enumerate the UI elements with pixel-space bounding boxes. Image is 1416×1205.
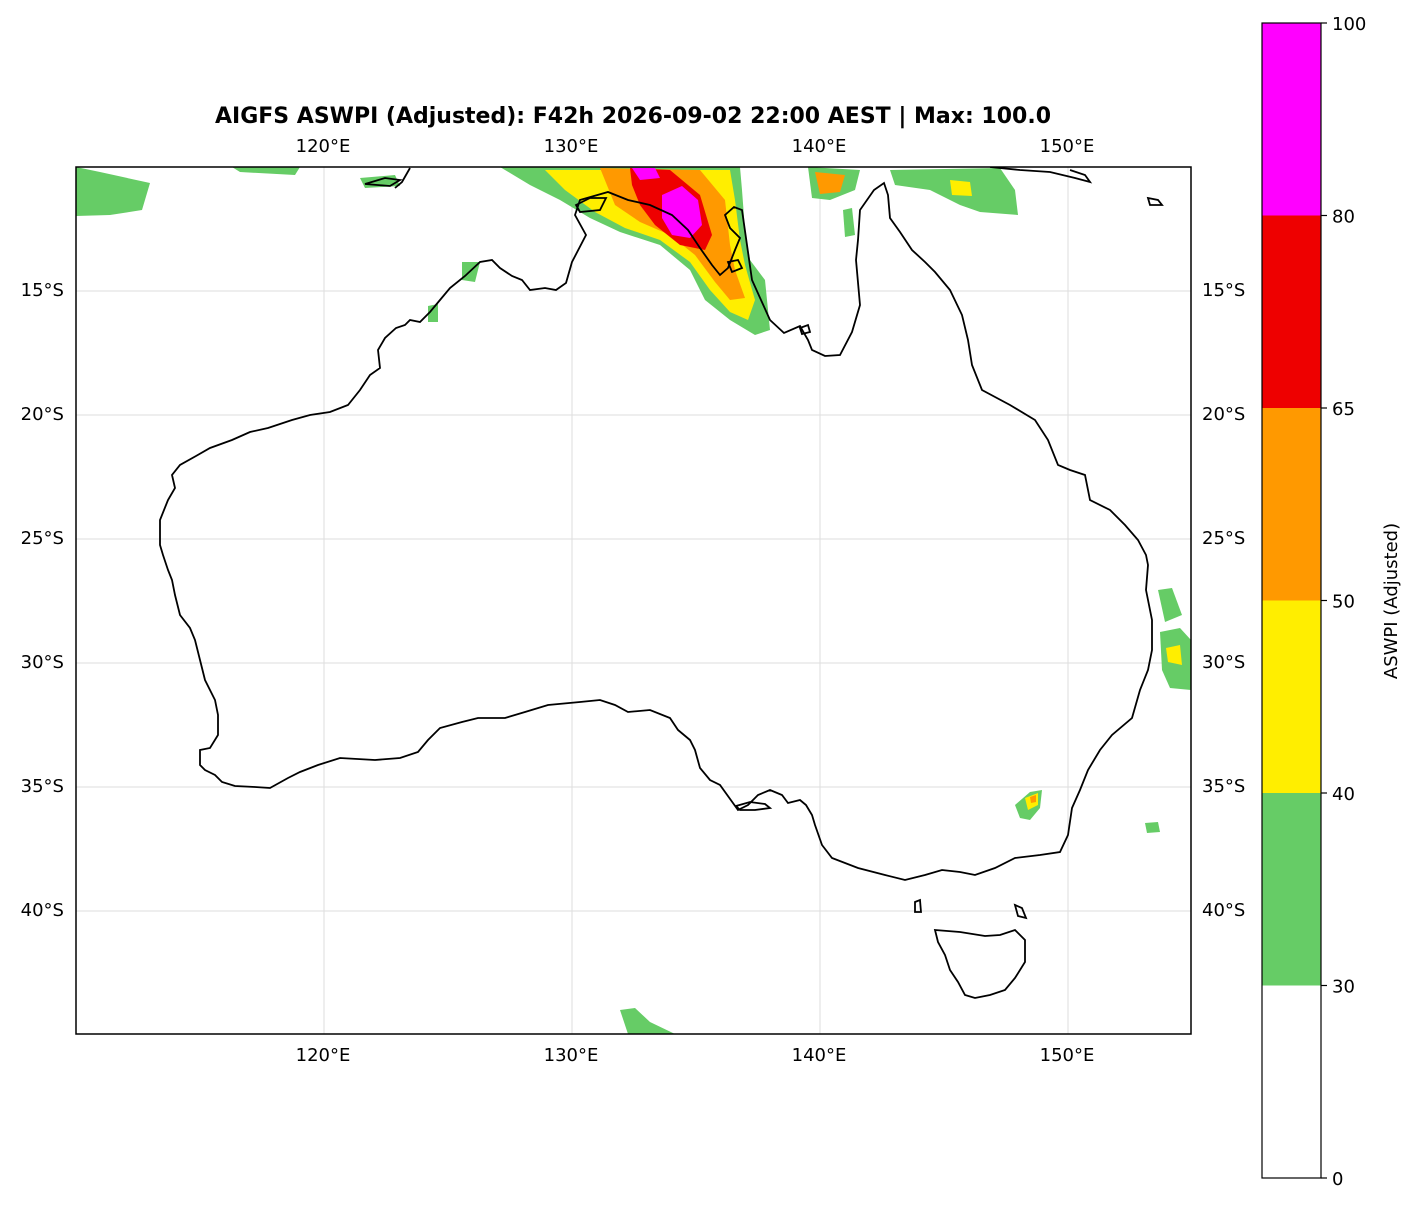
colorbar-label: ASWPI (Adjusted) [1381,523,1402,679]
shade-cape-york-inner [815,172,845,194]
coastlines [159,167,1164,999]
gridlines [76,167,1191,1034]
colorbar-band [1262,408,1321,601]
colorbar-band [1262,23,1321,216]
lat-label: 40°S [21,900,64,921]
shade-kimberley-small [428,304,438,322]
lat-label: 35°S [1202,776,1245,797]
lat-label: 20°S [1202,404,1245,425]
shade-east-coast-3 [1145,822,1160,833]
lon-label: 140°E [792,1045,847,1066]
colorbar-tick-label: 100 [1332,14,1366,35]
lon-label: 120°E [296,1045,351,1066]
lon-label: 120°E [296,136,351,157]
lon-label: 130°E [544,136,599,157]
lon-labels-top: 120°E 130°E 140°E 150°E [296,136,1095,157]
new-guinea-island [1146,196,1164,206]
shade-southern-ocean [620,1008,675,1034]
colorbar-band [1262,215,1321,408]
shade-coral-sea-yellow [950,180,972,196]
colorbar-tick-label: 65 [1332,399,1355,420]
colorbar-tick-label: 30 [1332,977,1355,998]
lat-label: 30°S [21,652,64,673]
shade-alps-orange [1030,795,1036,803]
shade-top-end-magenta-core [662,186,702,238]
shade-cape-west [843,208,855,237]
kangaroo-island [734,801,773,811]
lat-label: 15°S [1202,280,1245,301]
map-frame [75,166,1192,1035]
timor-coast [364,167,411,189]
colorbar-band [1262,793,1321,986]
colorbar-tick-label: 40 [1332,784,1355,805]
lat-label: 30°S [1202,652,1245,673]
shade-east-coast-1 [1158,588,1182,622]
shade-top-end-magenta [632,168,660,180]
lat-label: 15°S [21,280,64,301]
lon-label: 150°E [1040,136,1095,157]
lat-label: 35°S [21,776,64,797]
lat-labels-left: 15°S 20°S 25°S 30°S 35°S 40°S [21,280,64,921]
lat-label: 40°S [1202,900,1245,921]
shade-top-strip [232,167,300,175]
colorbar: 0 30 40 50 65 80 100 [1261,14,1366,1190]
australia-coastline [159,181,1153,881]
map-panel [76,167,1191,1034]
shade-northwest [76,167,150,216]
melville-island [574,197,608,213]
king-island [914,898,922,913]
groote-eylandt [726,258,744,274]
colorbar-tick-label: 0 [1332,1169,1343,1190]
flinders-island [1013,903,1028,920]
lon-label: 140°E [792,136,847,157]
lon-labels-bottom: 120°E 130°E 140°E 150°E [296,1045,1095,1066]
lon-label: 130°E [544,1045,599,1066]
colorbar-band [1262,600,1321,793]
colorbar-tick-label: 80 [1332,207,1355,228]
lat-label: 25°S [1202,528,1245,549]
shade-east-coast-2-yellow [1166,645,1182,665]
lat-label: 20°S [21,404,64,425]
tasmania-coastline [933,928,1026,999]
colorbar-band [1262,985,1321,1178]
lat-labels-right: 15°S 20°S 25°S 30°S 35°S 40°S [1202,280,1245,921]
colorbar-tick-label: 50 [1332,592,1355,613]
new-guinea-coast [989,167,1093,184]
map-title: AIGFS ASWPI (Adjusted): F42h 2026-09-02 … [215,104,1051,129]
lat-label: 25°S [21,528,64,549]
lon-label: 150°E [1040,1045,1095,1066]
mornington-island [798,323,812,336]
